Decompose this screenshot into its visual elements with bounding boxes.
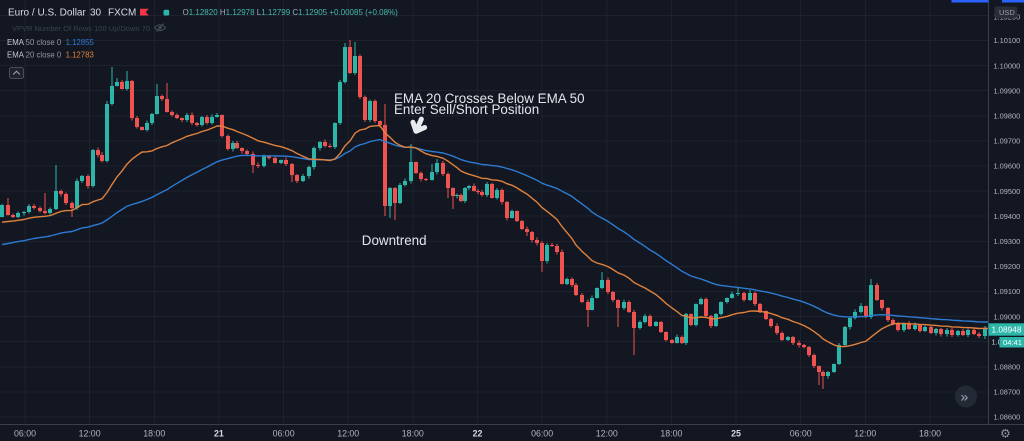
svg-text:FXCM: FXCM — [108, 8, 136, 19]
svg-text:1.09700: 1.09700 — [994, 137, 1021, 146]
svg-text:1.09200: 1.09200 — [994, 262, 1021, 271]
svg-text:Euro / U.S. Dollar: Euro / U.S. Dollar — [8, 8, 86, 19]
svg-text:1.09900: 1.09900 — [994, 86, 1021, 95]
svg-text:1.10000: 1.10000 — [994, 61, 1021, 70]
svg-text:18:00: 18:00 — [402, 428, 424, 438]
svg-text:1.12855: 1.12855 — [66, 38, 95, 47]
svg-text:22: 22 — [473, 428, 483, 438]
svg-text:12:00: 12:00 — [337, 428, 359, 438]
svg-text:1.09100: 1.09100 — [994, 287, 1021, 296]
svg-text:18:00: 18:00 — [919, 428, 941, 438]
svg-text:06:00: 06:00 — [790, 428, 812, 438]
svg-text:12:00: 12:00 — [854, 428, 876, 438]
svg-text:»: » — [961, 389, 969, 405]
svg-text:12:00: 12:00 — [596, 428, 618, 438]
svg-text:1.08948: 1.08948 — [992, 324, 1022, 334]
svg-text:18:00: 18:00 — [143, 428, 165, 438]
svg-text:21: 21 — [214, 428, 224, 438]
svg-text:06:00: 06:00 — [531, 428, 553, 438]
svg-text:06:00: 06:00 — [273, 428, 295, 438]
svg-text:USD: USD — [999, 8, 1015, 17]
svg-text:EMA 20 Crosses Below EMA 50: EMA 20 Crosses Below EMA 50 — [394, 91, 585, 106]
svg-text:1.09300: 1.09300 — [994, 237, 1021, 246]
svg-text:EMA 50 close 0: EMA 50 close 0 — [7, 38, 62, 47]
svg-text:1.09400: 1.09400 — [994, 212, 1021, 221]
svg-text:⚙: ⚙ — [1000, 427, 1011, 441]
svg-text:1.09000: 1.09000 — [994, 312, 1021, 321]
svg-text:Downtrend: Downtrend — [362, 233, 427, 248]
svg-text:04:41: 04:41 — [1003, 338, 1022, 347]
svg-text:25: 25 — [731, 428, 741, 438]
svg-text:1.08700: 1.08700 — [994, 388, 1021, 397]
svg-text:O1.12820 H1.12978 L1.12799 C1.: O1.12820 H1.12978 L1.12799 C1.12905 +0.0… — [183, 8, 399, 17]
svg-text:VPVR Number Of Rows 100 Up/Dow: VPVR Number Of Rows 100 Up/Down 70 — [12, 24, 150, 33]
svg-text:12:00: 12:00 — [79, 428, 101, 438]
svg-text:1.08600: 1.08600 — [994, 413, 1021, 422]
svg-text:18:00: 18:00 — [660, 428, 682, 438]
svg-text:06:00: 06:00 — [14, 428, 36, 438]
svg-text:1.12783: 1.12783 — [66, 51, 94, 60]
svg-text:EMA 20 close 0: EMA 20 close 0 — [7, 51, 62, 60]
svg-text:Enter Sell/Short Position: Enter Sell/Short Position — [394, 102, 539, 117]
svg-text:1.09500: 1.09500 — [994, 187, 1021, 196]
svg-text:1.09800: 1.09800 — [994, 112, 1021, 121]
svg-text:1.10100: 1.10100 — [994, 36, 1021, 45]
svg-text:30: 30 — [90, 8, 102, 19]
svg-text:1.08800: 1.08800 — [994, 363, 1021, 372]
svg-text:1.09600: 1.09600 — [994, 162, 1021, 171]
